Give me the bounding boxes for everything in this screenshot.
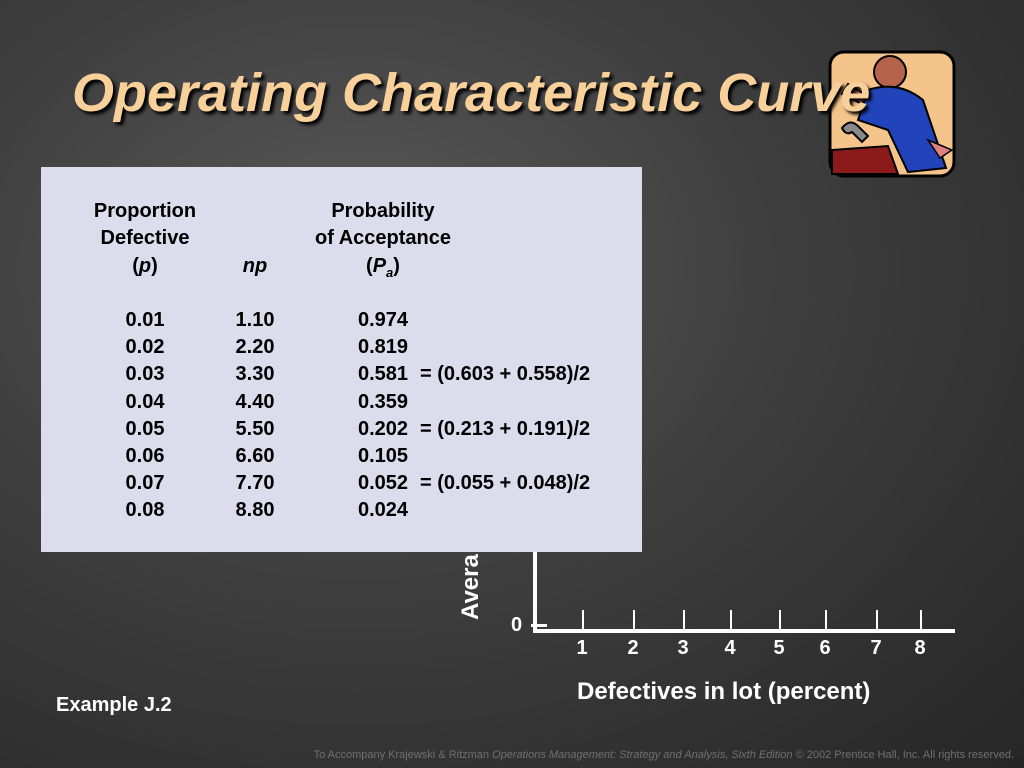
table-cell-pa: 0.052	[357, 472, 409, 495]
table-cell-p: 0.05	[125, 417, 165, 440]
table-cell-np: 8.80	[235, 499, 275, 522]
p-symbol: p	[138, 255, 152, 277]
table-cell-pa: 0.581	[357, 363, 409, 386]
x-tick-2	[633, 610, 635, 630]
header-proportion: Proportion	[93, 200, 197, 222]
table-cell-p: 0.07	[125, 472, 165, 495]
table-cell-np: 5.50	[235, 417, 275, 440]
chart-x-axis	[533, 629, 955, 633]
header-p-symbol: (p)	[132, 255, 158, 277]
x-tick-8	[920, 610, 922, 630]
y-tick-label-0: 0	[511, 614, 523, 636]
pa-subscript: a	[386, 265, 394, 280]
table-cell-note: = (0.603 + 0.558)/2	[420, 363, 591, 386]
table-cell-np: 4.40	[235, 390, 275, 413]
x-tick-label: 2	[627, 637, 639, 659]
table-cell-pa: 0.819	[357, 336, 409, 359]
table-cell-np: 6.60	[235, 445, 275, 467]
table-cell-pa: 0.024	[357, 499, 409, 522]
table-cell-p: 0.06	[125, 445, 165, 467]
worker-with-wrench-icon	[828, 50, 956, 178]
x-tick-5	[779, 610, 781, 630]
table-cell-p: 0.03	[125, 363, 165, 386]
x-tick-label: 5	[773, 637, 785, 659]
header-defective: Defective	[100, 227, 190, 249]
pa-symbol: P	[372, 255, 387, 277]
x-tick-label: 8	[914, 637, 926, 659]
table-cell-p: 0.08	[125, 499, 165, 522]
table-cell-p: 0.01	[125, 309, 165, 331]
x-tick-6	[825, 610, 827, 630]
x-tick-label: 4	[724, 637, 736, 659]
table-cell-np: 2.20	[235, 336, 275, 359]
table-cell-pa: 0.202	[357, 417, 409, 440]
slide-title: Operating Characteristic Curve	[72, 63, 871, 123]
oc-table-panel: Proportion Defective (p) np Probability …	[41, 167, 642, 552]
y-zero-tick	[531, 624, 547, 627]
footer-prefix: To Accompany Krajewski & Ritzman	[313, 749, 493, 761]
x-tick-3	[683, 610, 685, 630]
table-cell-note: = (0.055 + 0.048)/2	[420, 472, 591, 495]
y-axis-label: Avera	[457, 554, 484, 620]
table-cell-pa: 0.974	[357, 309, 409, 331]
example-label: Example J.2	[56, 694, 172, 716]
footer-suffix: © 2002 Prentice Hall, Inc. All rights re…	[792, 749, 1014, 761]
table-cell-note: = (0.213 + 0.191)/2	[420, 417, 591, 440]
x-axis-title: Defectives in lot (percent)	[577, 678, 871, 705]
table-cell-np: 1.10	[235, 309, 275, 331]
header-pa-symbol: (Pa)	[366, 255, 400, 280]
table-cell-p: 0.02	[125, 336, 165, 359]
footer-copyright: To Accompany Krajewski & Ritzman Operati…	[314, 749, 1014, 761]
table-cell-pa: 0.359	[357, 390, 409, 413]
header-np: np	[225, 255, 285, 278]
header-probability: Probability	[331, 200, 435, 222]
x-tick-label: 7	[870, 637, 882, 659]
table-cell-p: 0.04	[125, 390, 165, 413]
x-tick-7	[876, 610, 878, 630]
x-tick-label: 1	[576, 637, 588, 659]
np-symbol: np	[242, 255, 268, 277]
x-tick-label: 3	[677, 637, 689, 659]
x-tick-label: 6	[819, 637, 831, 659]
header-of-acceptance: of Acceptance	[315, 227, 451, 249]
table-cell-pa: 0.105	[357, 445, 409, 467]
footer-book-title: Operations Management: Strategy and Anal…	[492, 749, 793, 761]
x-tick-4	[730, 610, 732, 630]
x-tick-1	[582, 610, 584, 630]
table-cell-np: 7.70	[235, 472, 275, 495]
table-cell-np: 3.30	[235, 363, 275, 386]
